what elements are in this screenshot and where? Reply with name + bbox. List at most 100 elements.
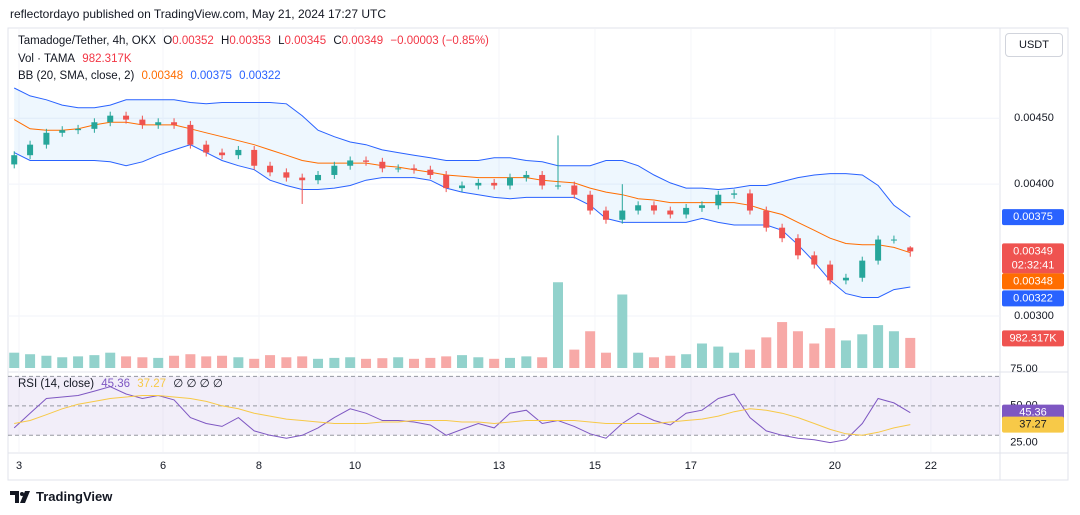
- bb-value: 0.00322: [239, 70, 281, 82]
- volume-bar: [633, 352, 644, 368]
- ohlc-value: 0.00352: [172, 35, 214, 47]
- bb-line: [13, 144, 911, 298]
- candle-body: [251, 149, 258, 166]
- rsi-line: [14, 395, 911, 436]
- x-tick-label: 22: [925, 460, 937, 472]
- candle-body: [698, 205, 705, 208]
- bb-legend: BB (20, SMA, close, 2) 0.00348 0.00375 0…: [18, 70, 285, 82]
- last-price-tag-sub: 02:32:41: [1012, 259, 1055, 271]
- ohlc-label: C: [333, 35, 342, 47]
- volume-bar: [537, 357, 548, 368]
- x-tick-label: 15: [589, 460, 601, 472]
- volume-bar: [744, 349, 755, 368]
- volume-bar: [297, 356, 308, 368]
- candle-body: [91, 122, 98, 129]
- byline: reflectordayo published on TradingView.c…: [10, 7, 386, 21]
- candle-body: [715, 194, 722, 206]
- candle-body: [554, 185, 561, 187]
- volume-bar: [121, 356, 132, 368]
- bb-line: [13, 119, 911, 254]
- volume-bar: [233, 357, 244, 368]
- candle-body: [602, 210, 609, 220]
- x-tick-label: 10: [349, 460, 361, 472]
- upper-band-tag-bg: [1002, 209, 1064, 226]
- rsi-ma-tag-bg: [1002, 416, 1064, 433]
- candle-body: [315, 174, 322, 181]
- volume-bar: [313, 358, 324, 368]
- volume-bar: [409, 358, 420, 368]
- volume-bar: [521, 356, 532, 368]
- rsi-line: [13, 386, 911, 444]
- x-tick-label: 13: [493, 460, 505, 472]
- volume-bar: [473, 357, 484, 368]
- volume-bar: [552, 282, 563, 368]
- candle-body: [11, 155, 18, 165]
- volume-bar: [761, 337, 772, 368]
- bb-value: 0.00348: [141, 70, 184, 82]
- volume-bar: [25, 354, 36, 368]
- volume-tag: 982.317K: [1009, 332, 1057, 344]
- candle-body: [506, 177, 513, 186]
- volume-bar: [696, 343, 707, 368]
- volume-bar: [169, 355, 180, 368]
- volume-value: 982.317K: [82, 53, 132, 65]
- middle-band-tag-bg: [1002, 273, 1064, 290]
- candle-body: [907, 247, 914, 252]
- candle-body: [427, 169, 434, 175]
- rsi-legend: RSI (14, close) 45.36 37.27 ∅ ∅ ∅ ∅: [18, 376, 227, 390]
- rsi-tick-label: 25.00: [1010, 437, 1038, 449]
- bb-fill: [14, 88, 911, 298]
- candle-body: [395, 168, 402, 170]
- candle-body: [139, 119, 146, 125]
- symbol: Tamadoge/Tether, 4h, OKX: [18, 35, 157, 47]
- candle-body: [363, 160, 370, 162]
- ohlc-label: L: [278, 35, 285, 47]
- volume-bar: [9, 352, 20, 368]
- volume-bar: [857, 334, 868, 368]
- volume-bar: [809, 343, 820, 368]
- candle-body: [283, 172, 290, 178]
- candle-body: [299, 177, 306, 181]
- ohlc-label: H: [221, 35, 230, 47]
- bb-value: 0.00375: [190, 70, 232, 82]
- candle-body: [379, 161, 386, 169]
- ohlc-label: O: [163, 35, 173, 47]
- volume-bar: [713, 346, 724, 368]
- brand: TradingView: [10, 489, 112, 504]
- candle-body: [539, 174, 546, 186]
- volume-bar: [281, 357, 292, 368]
- candle-body: [683, 207, 690, 215]
- volume-bar: [393, 357, 404, 368]
- volume-bar: [489, 358, 500, 368]
- volume-bar: [873, 325, 884, 368]
- volume-bar: [792, 331, 803, 368]
- volume-bar: [569, 349, 580, 368]
- candle-body: [587, 194, 594, 211]
- x-tick-label: 8: [256, 460, 262, 472]
- candle-body: [267, 165, 274, 173]
- volume-bar: [41, 355, 52, 368]
- candle-body: [746, 193, 753, 211]
- candle-body: [27, 144, 34, 156]
- volume-bar: [185, 354, 196, 368]
- rsi-icons: ∅ ∅ ∅ ∅: [173, 378, 223, 390]
- candle-body: [794, 238, 801, 256]
- x-tick-label: 6: [160, 460, 166, 472]
- candle-body: [59, 130, 66, 133]
- volume-bar: [329, 357, 340, 368]
- volume-legend: Vol · TAMA 982.317K: [18, 53, 136, 65]
- candle-body: [347, 160, 354, 166]
- volume-bar: [249, 358, 260, 368]
- rsi-ma-tag: 37.27: [1019, 418, 1047, 430]
- currency-button[interactable]: USDT: [1005, 33, 1063, 57]
- volume-bar: [201, 356, 212, 368]
- candle-body: [475, 182, 482, 186]
- candle-body: [491, 182, 498, 186]
- volume-bar: [585, 331, 596, 368]
- volume-bar: [89, 355, 100, 368]
- volume-bar: [648, 357, 659, 368]
- lower-band-tag-bg: [1002, 290, 1064, 307]
- x-tick-label: 17: [685, 460, 697, 472]
